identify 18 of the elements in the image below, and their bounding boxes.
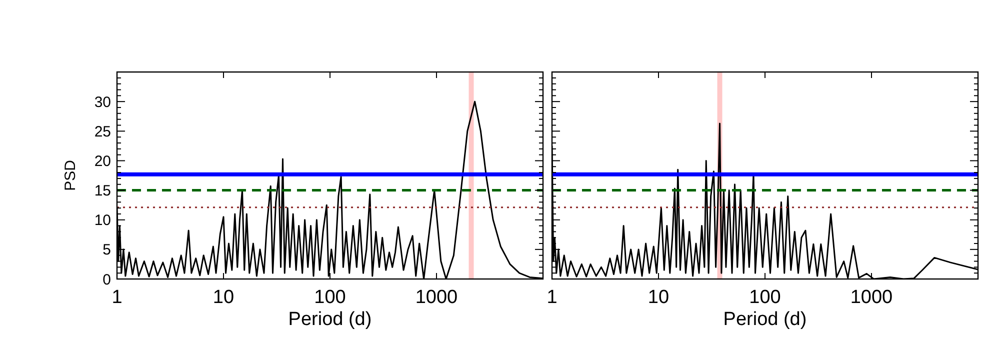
- y-axis-title: PSD: [62, 160, 79, 191]
- x-tick-label: 10: [212, 287, 234, 308]
- x-tick-label: 1000: [415, 287, 458, 308]
- y-tick-label: 30: [94, 94, 111, 111]
- x-tick-label: 1: [546, 287, 558, 308]
- y-tick-label: 10: [94, 212, 111, 230]
- x-tick-label: 1: [112, 287, 122, 308]
- x-tick-label: 100: [314, 287, 346, 308]
- y-tick-label: 5: [102, 242, 111, 259]
- y-tick-label: 15: [94, 182, 111, 200]
- y-tick-label: 20: [94, 152, 111, 170]
- x-axis-title: Period (d): [723, 309, 807, 330]
- y-tick-label: 25: [94, 123, 111, 140]
- x-tick-label: 10: [648, 287, 670, 308]
- x-axis-title: Period (d): [288, 309, 372, 330]
- x-tick-label: 100: [749, 287, 781, 308]
- y-tick-label: 0: [102, 271, 111, 288]
- x-tick-label: 1000: [850, 287, 893, 308]
